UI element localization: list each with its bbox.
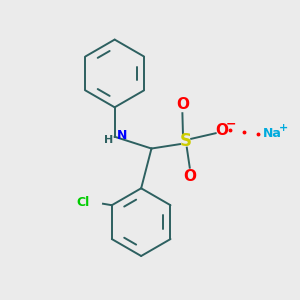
Text: O: O (216, 123, 229, 138)
Text: O: O (183, 169, 196, 184)
Text: N: N (117, 129, 128, 142)
Text: S: S (179, 132, 191, 150)
Text: +: + (279, 123, 288, 133)
Text: Na: Na (263, 127, 282, 140)
Text: O: O (176, 98, 189, 112)
Text: −: − (226, 118, 236, 131)
Text: Cl: Cl (76, 196, 90, 209)
Text: H: H (103, 135, 113, 145)
